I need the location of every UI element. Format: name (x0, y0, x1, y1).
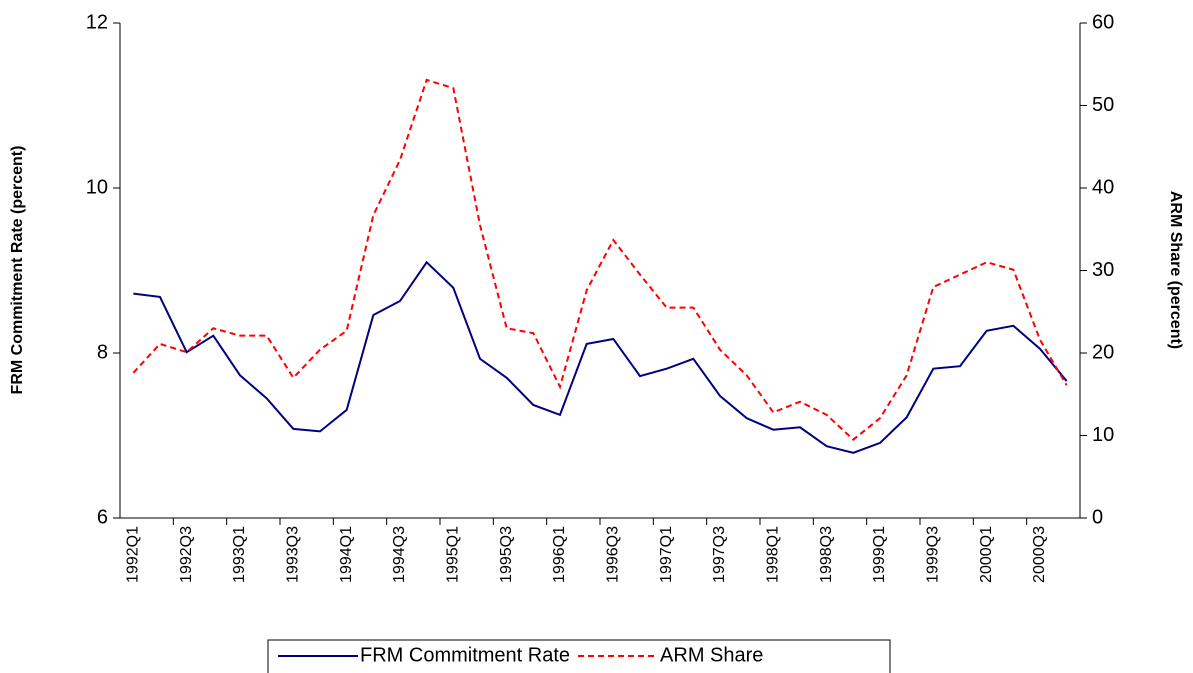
y-tick-label: 10 (86, 176, 108, 198)
y2-tick-label: 0 (1092, 506, 1103, 528)
x-tick-label: 1996Q1 (551, 526, 568, 583)
y2-tick-label: 40 (1092, 176, 1114, 198)
y2-tick-label: 50 (1092, 94, 1114, 116)
x-tick-label: 1996Q3 (605, 526, 622, 583)
legend-label: ARM Share (660, 644, 763, 666)
x-tick-label: 2000Q3 (1031, 526, 1048, 583)
series-line (132, 78, 1068, 441)
x-tick-label: 1992Q1 (125, 526, 142, 583)
series-line (133, 260, 1068, 454)
x-tick-label: 1995Q1 (445, 526, 462, 583)
x-tick-label: 2000Q1 (978, 526, 995, 583)
x-tick-label: 1998Q3 (818, 526, 835, 583)
y-axis-label: FRM Commitment Rate (percent) (9, 146, 26, 395)
y2-axis-label: ARM Share (percent) (1167, 191, 1184, 349)
x-tick-label: 1997Q3 (711, 526, 728, 583)
x-tick-label: 1994Q3 (391, 526, 408, 583)
x-tick-label: 1995Q3 (498, 526, 515, 583)
y-tick-label: 12 (86, 11, 108, 33)
y-tick-label: 8 (97, 341, 108, 363)
x-tick-label: 1994Q1 (338, 526, 355, 583)
y2-tick-label: 10 (1092, 424, 1114, 446)
x-tick-label: 1993Q1 (231, 526, 248, 583)
x-tick-label: 1997Q1 (658, 526, 675, 583)
legend-label: FRM Commitment Rate (360, 644, 570, 666)
x-tick-label: 1999Q1 (871, 526, 888, 583)
y2-tick-label: 60 (1092, 11, 1114, 33)
x-tick-label: 1992Q3 (178, 526, 195, 583)
x-tick-label: 1999Q3 (925, 526, 942, 583)
y2-tick-label: 20 (1092, 341, 1114, 363)
y2-tick-label: 30 (1092, 259, 1114, 281)
x-tick-label: 1993Q3 (285, 526, 302, 583)
x-tick-label: 1998Q1 (765, 526, 782, 583)
y-tick-label: 6 (97, 506, 108, 528)
